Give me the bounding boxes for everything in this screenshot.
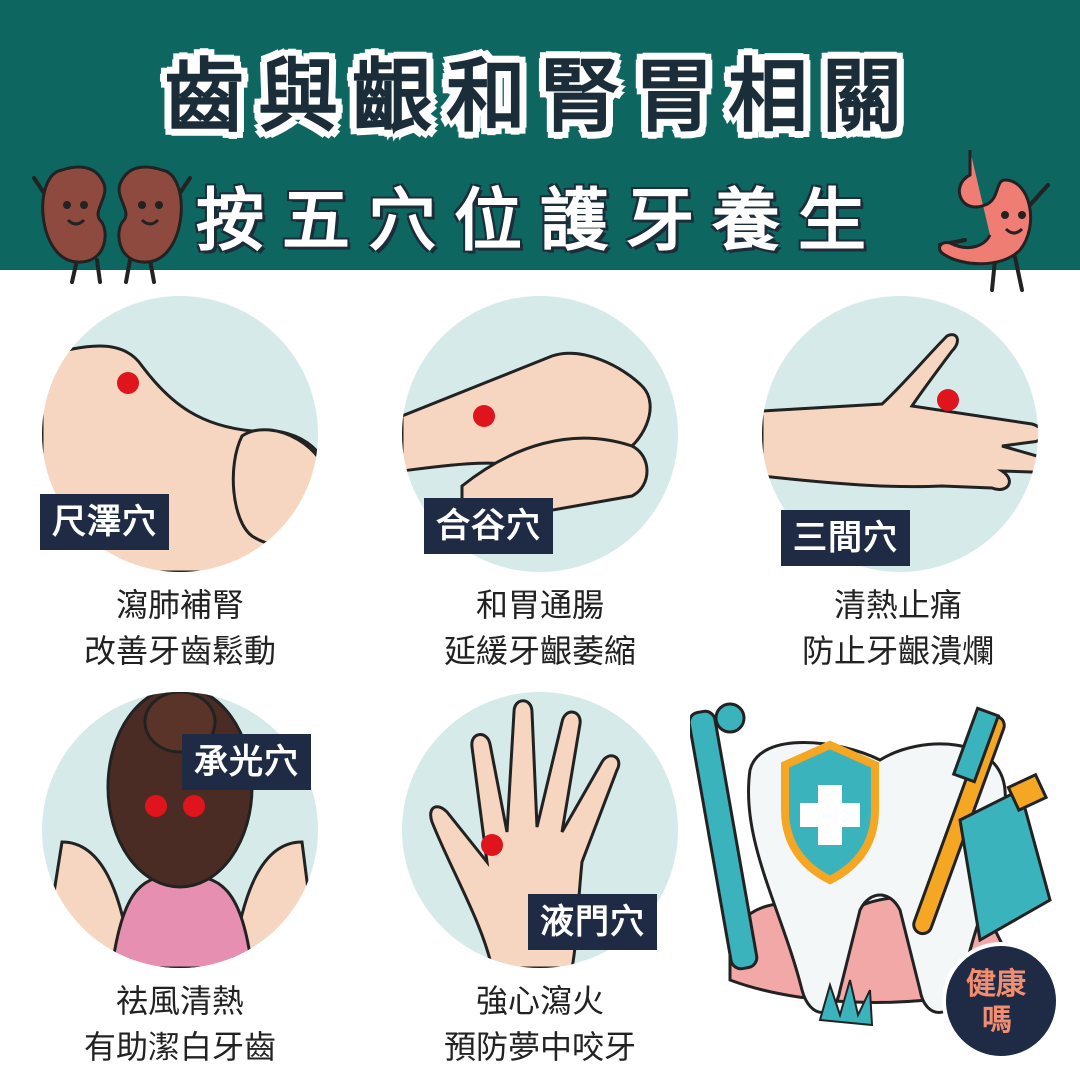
acupoint-benefit-yemen-2: 預防夢中咬牙: [443, 1028, 636, 1066]
page-title: 齒與齦和腎胃相關: [164, 50, 916, 143]
acupoint-benefit-hegu-1: 和胃通腸: [475, 586, 604, 624]
toothbrush-icon: [912, 706, 1006, 936]
brand-logo-line1: 健康: [966, 967, 1026, 1002]
page-subtitle: 按五穴位護牙養生: [195, 182, 884, 261]
acupoint-benefit-hegu-2: 延緩牙齦萎縮: [443, 632, 636, 670]
acupoint-benefit-chize-1: 瀉肺補腎: [115, 586, 244, 624]
acupoint-label-sanjian: 三間穴: [781, 510, 910, 566]
acupoint-benefit-chize-2: 改善牙齒鬆動: [83, 632, 276, 670]
acupoint-benefit-chengguang-2: 有助潔白牙齒: [83, 1028, 276, 1066]
acupoint-label-hegu: 合谷穴: [424, 498, 553, 554]
acupoint-benefit-yemen-1: 強心瀉火: [475, 982, 604, 1020]
acupoint-benefit-sanjian-1: 清熱止痛: [833, 586, 962, 624]
stomach-mascot-icon: [938, 150, 1050, 292]
acupoint-benefit-chengguang-1: 祛風清熱: [115, 982, 244, 1020]
brand-logo: 健康 嗎: [942, 942, 1060, 1060]
brand-logo-line2: 嗎: [982, 1003, 1012, 1038]
acupoint-label-chize: 尺澤穴: [40, 494, 169, 550]
acupoint-label-yemen: 液門穴: [528, 894, 657, 950]
shield-cross-icon: [781, 740, 879, 885]
acupoint-benefit-sanjian-2: 防止牙齦潰爛: [801, 632, 994, 670]
toothpaste-icon: [958, 772, 1052, 943]
kidney-mascot-icon: [32, 165, 192, 284]
acupoint-label-chengguang: 承光穴: [182, 734, 311, 790]
